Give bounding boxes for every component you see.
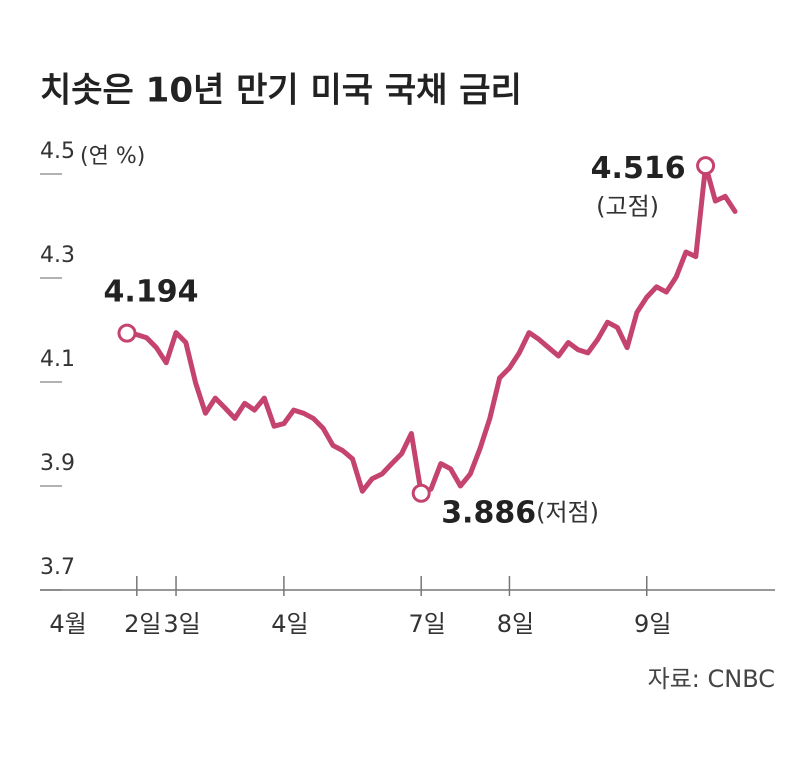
y-tick-label: 4.5 [40,139,75,164]
y-tick-label: 4.3 [40,243,75,268]
point-marker [696,156,716,176]
x-tick-label: 8일 [497,610,534,638]
x-tick-label: 2일 [124,610,161,638]
value-label: 3.886 [441,495,536,530]
x-tick-label: 9일 [634,610,671,638]
point-marker [411,483,431,503]
x-tick-label: 3일 [163,610,200,638]
series-line [124,163,738,496]
point-note: (고점) [596,193,659,221]
value-label: 4.516 [591,151,686,186]
y-tick-label: 4.1 [40,347,75,372]
value-label: 4.194 [104,275,199,310]
x-tick-label: 4일 [271,610,308,638]
y-tick-label: 3.7 [40,555,75,580]
value-label-group: 3.886(저점) [441,495,599,530]
x-tick-label: 7일 [409,610,446,638]
source: 자료: CNBC [648,665,775,693]
point-marker [117,323,137,343]
y-unit: (연 %) [80,144,145,169]
point-note: (저점) [536,498,599,526]
chart-title: 치솟은 10년 만기 미국 국채 금리 [40,71,522,111]
y-tick-label: 3.9 [40,451,75,476]
x-prefix: 4월 [49,610,86,638]
